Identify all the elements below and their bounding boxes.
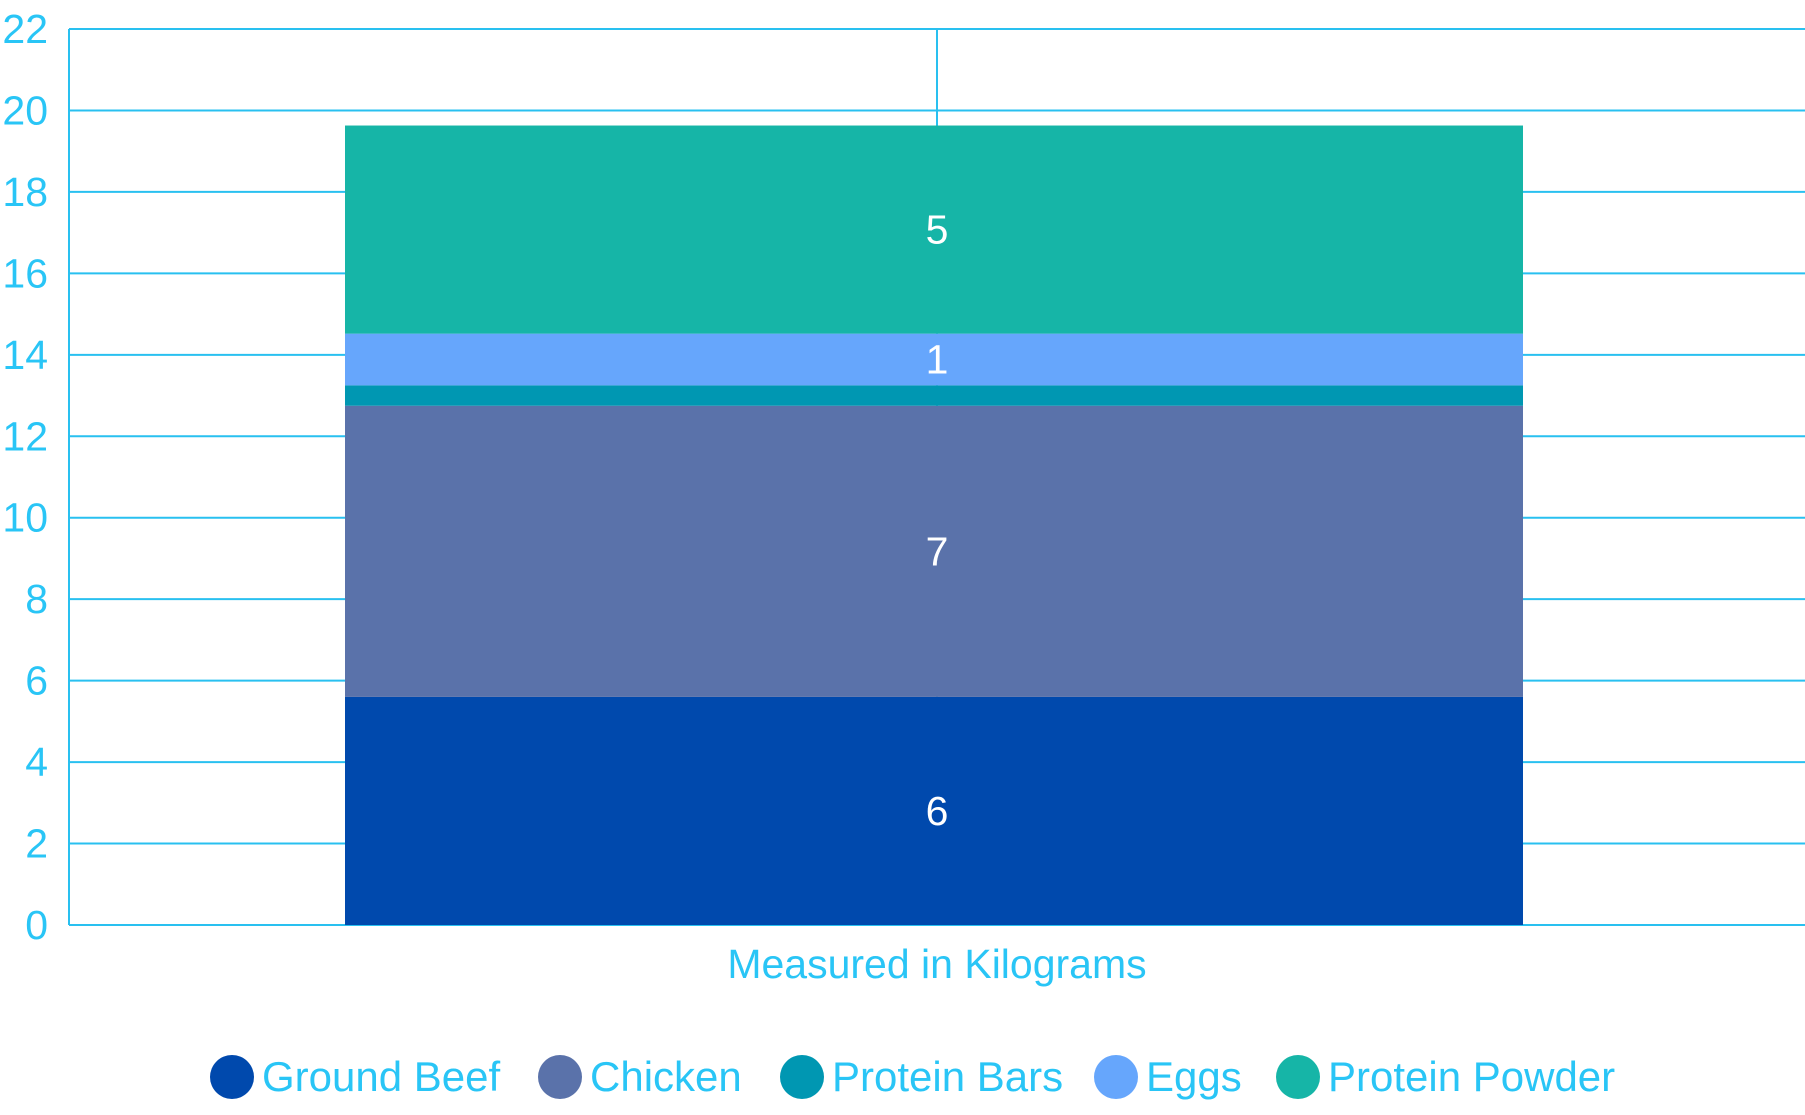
data-label: 6 (926, 788, 949, 834)
legend-label: Ground Beef (262, 1053, 500, 1100)
legend-marker-icon (210, 1055, 254, 1099)
y-tick-label: 12 (2, 413, 48, 459)
y-tick-label: 22 (2, 6, 48, 52)
legend-item: Protein Bars (780, 1053, 1063, 1100)
legend-marker-icon (780, 1055, 824, 1099)
bar-segment-chicken (345, 405, 1523, 697)
legend-item: Ground Beef (210, 1053, 500, 1100)
data-labels: 6 7 1 5 (926, 207, 949, 834)
y-tick-label: 2 (25, 821, 48, 867)
legend-item: Protein Powder (1276, 1053, 1615, 1100)
data-label: 5 (926, 207, 949, 253)
bar-segment-protein-bars (345, 385, 1523, 406)
legend-label: Protein Powder (1328, 1053, 1615, 1100)
y-tick-label: 6 (25, 658, 48, 704)
x-axis-title: Measured in Kilograms (727, 941, 1146, 987)
y-tick-label: 8 (25, 576, 48, 622)
bar-segment-eggs (345, 333, 1523, 386)
y-tick-label: 4 (25, 739, 48, 785)
y-tick-label: 10 (2, 495, 48, 541)
legend-label: Eggs (1146, 1053, 1242, 1100)
y-tick-label: 0 (25, 902, 48, 948)
bar-segments (345, 125, 1523, 925)
data-label: 1 (926, 337, 949, 383)
legend-item: Chicken (538, 1053, 742, 1100)
legend-item: Eggs (1094, 1053, 1242, 1100)
bar-segment-protein-powder (345, 125, 1523, 334)
legend-marker-icon (1276, 1055, 1320, 1099)
y-tick-label: 20 (2, 87, 48, 133)
bar-segment-ground-beef (345, 696, 1523, 925)
legend: Ground Beef Chicken Protein Bars Eggs Protei… (210, 1053, 1615, 1100)
y-tick-label: 18 (2, 169, 48, 215)
legend-label: Protein Bars (832, 1053, 1063, 1100)
legend-label: Chicken (590, 1053, 742, 1100)
legend-marker-icon (1094, 1055, 1138, 1099)
data-label: 7 (926, 528, 949, 574)
legend-marker-icon (538, 1055, 582, 1099)
y-axis-ticks: 0 2 4 6 8 10 12 14 16 18 20 22 (2, 6, 48, 948)
y-tick-label: 14 (2, 332, 48, 378)
y-tick-label: 16 (2, 250, 48, 296)
